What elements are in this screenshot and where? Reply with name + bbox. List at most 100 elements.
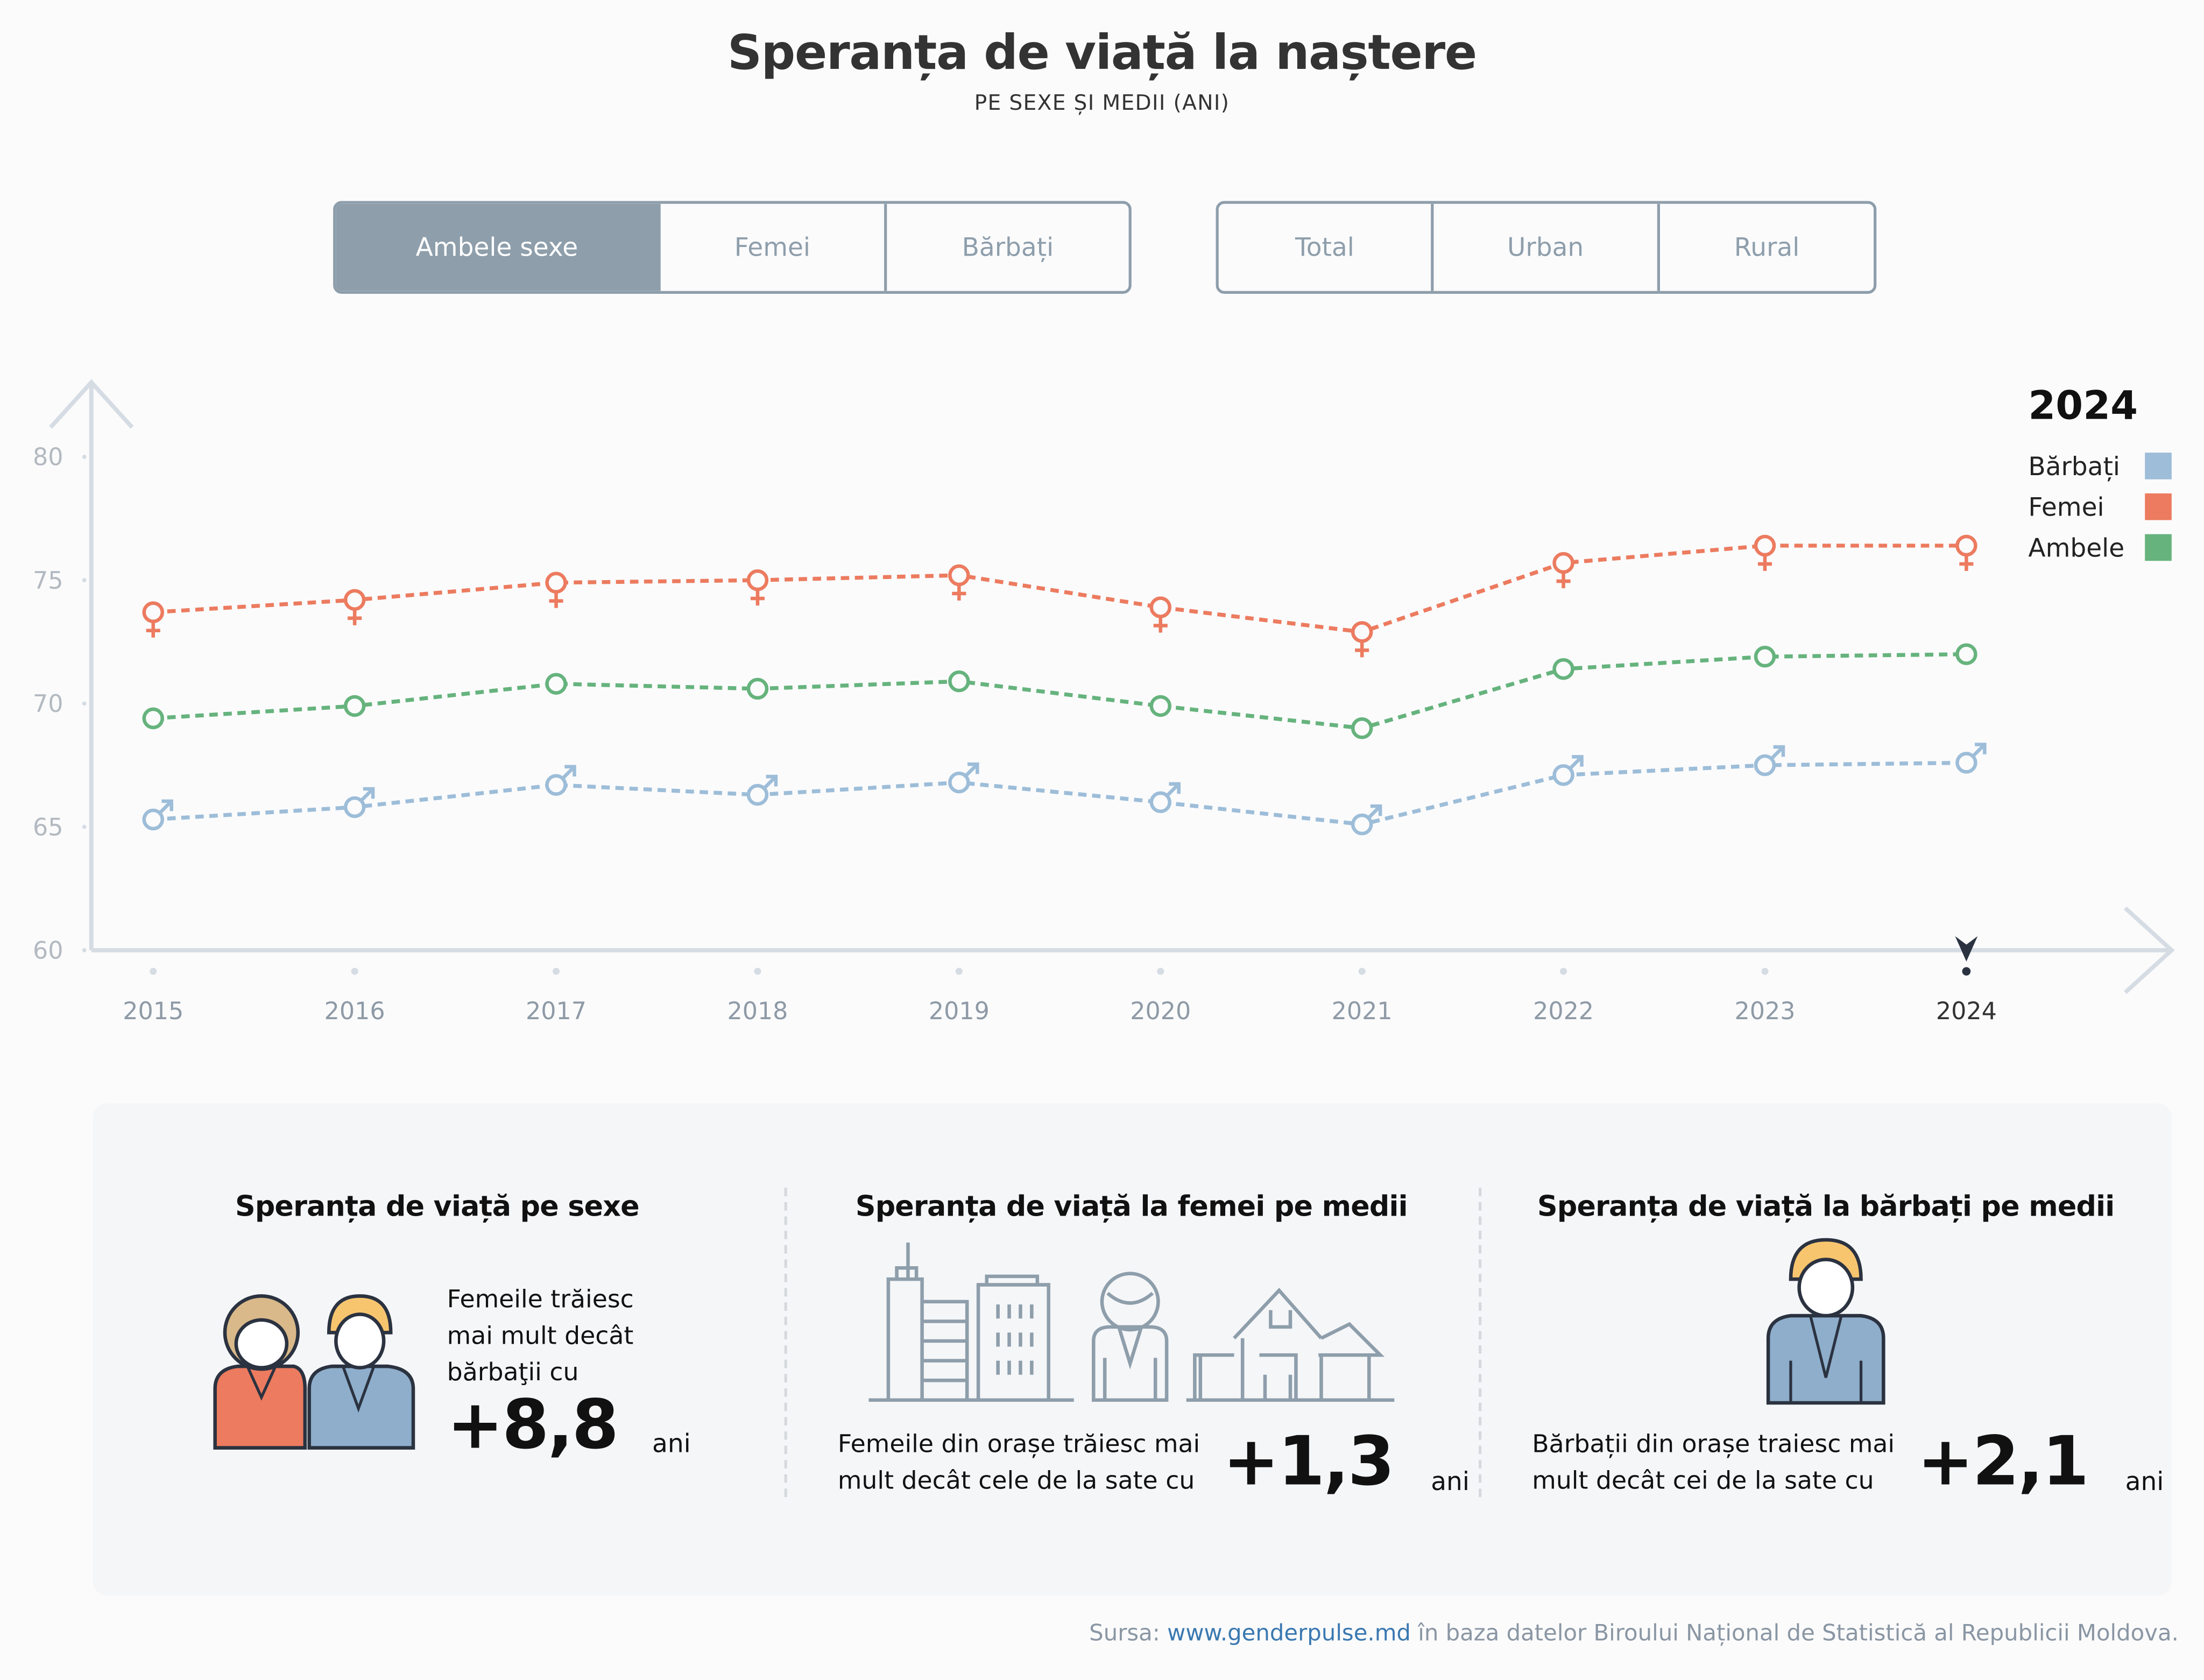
divider <box>1479 1188 1482 1497</box>
x-tick-label: 2016 <box>324 998 385 1025</box>
data-point <box>1149 791 1172 814</box>
data-point <box>1351 813 1373 836</box>
series-line <box>153 543 1967 634</box>
data-point <box>142 601 164 624</box>
text-line: mult decât cele de la sate cu <box>837 1467 1195 1496</box>
data-point <box>1149 695 1172 717</box>
data-point <box>343 695 366 717</box>
male-symbol-icon <box>965 762 979 777</box>
y-tick-label: 65 <box>33 814 63 841</box>
source-link[interactable]: www.genderpulse.md <box>1167 1619 1411 1646</box>
y-axis <box>49 379 134 950</box>
divider <box>784 1188 787 1497</box>
x-tick-label: 2018 <box>727 998 788 1025</box>
data-point <box>948 564 970 587</box>
y-tick-mark <box>82 948 87 952</box>
male-symbol-icon <box>159 799 173 814</box>
x-tick-label: 2015 <box>123 998 183 1025</box>
female-symbol-icon <box>1959 555 1974 571</box>
text-line: Femeile trăiesc <box>447 1286 634 1315</box>
legend-swatch-barbati[interactable] <box>2145 453 2172 479</box>
female-symbol-icon <box>146 622 160 638</box>
panel-unit: ani <box>1431 1467 1470 1497</box>
female-symbol-icon <box>1153 617 1168 633</box>
data-point <box>142 707 164 730</box>
female-symbol-icon <box>750 590 765 606</box>
data-point <box>1955 643 1977 665</box>
x-tick-label: 2017 <box>526 998 587 1025</box>
filter-total[interactable]: Total <box>1295 232 1354 263</box>
male-symbol-icon <box>1166 782 1181 797</box>
y-tick-label: 75 <box>33 567 63 595</box>
series-line <box>153 652 1967 730</box>
male-symbol-icon <box>763 774 778 789</box>
x-axis <box>91 906 2175 994</box>
source-suffix: în baza datelor Biroului Național de Sta… <box>1410 1619 2179 1646</box>
page-subtitle: PE SEXE ȘI MEDII (ANI) <box>974 90 1230 116</box>
data-point <box>1754 646 1776 668</box>
text-line: Femeile din orașe trăiesc mai <box>837 1431 1200 1459</box>
panel-value-femei-medii: +1,3 <box>1223 1422 1395 1501</box>
male-symbol-icon <box>562 765 576 779</box>
data-point <box>746 569 769 591</box>
text-line: bărbaţii cu <box>447 1359 579 1388</box>
x-tick-label: 2021 <box>1332 998 1393 1025</box>
x-tick-dot <box>1560 968 1567 975</box>
filter-rural[interactable]: Rural <box>1657 203 1874 291</box>
y-tick-label: 80 <box>33 444 63 471</box>
x-tick-label: 2022 <box>1533 998 1594 1025</box>
filter-urban[interactable]: Urban <box>1431 203 1657 291</box>
data-point <box>1149 596 1172 618</box>
couple-icon <box>213 1294 415 1450</box>
x-tick-dot <box>1761 968 1769 975</box>
y-tick-label: 70 <box>33 690 63 718</box>
x-tick-dot <box>351 968 358 975</box>
female-symbol-icon <box>1355 641 1369 658</box>
text-line: mult decât cei de la sate cu <box>1532 1467 1874 1496</box>
x-tick-dot <box>1157 968 1164 975</box>
y-tick-mark <box>82 578 87 583</box>
source-prefix: Sursa: <box>1089 1619 1168 1646</box>
data-point <box>1955 752 1977 774</box>
legend-swatch-femei[interactable] <box>2145 493 2172 520</box>
y-tick-mark <box>82 701 87 706</box>
city-village-icon <box>868 1243 1395 1402</box>
filter-femei[interactable]: Femei <box>658 203 885 291</box>
data-point <box>1955 534 1977 557</box>
x-tick-dot <box>1358 968 1366 975</box>
data-point <box>343 796 366 818</box>
filter-barbati[interactable]: Bărbați <box>884 203 1129 291</box>
male-symbol-icon <box>360 787 375 802</box>
legend-title: 2024 <box>2028 382 2138 429</box>
panel-text-sexe: Femeile trăiesc mai mult decât bărbaţii … <box>447 1282 634 1392</box>
x-tick-label: 2024 <box>1936 998 1997 1025</box>
x-tick-dot <box>150 968 157 975</box>
x-tick-dot <box>955 968 963 975</box>
panel-title-femei-medii: Speranța de viață la femei pe medii <box>855 1189 1408 1223</box>
data-point <box>1754 754 1776 777</box>
data-point <box>746 677 769 700</box>
x-tick-dot <box>754 968 761 975</box>
female-symbol-icon <box>1556 573 1571 589</box>
legend-swatch-ambele[interactable] <box>2145 534 2172 561</box>
line-chart: 60 65 70 75 80 2015 2016 2017 2018 2019 2020 2021 20… <box>33 379 2175 1025</box>
male-symbol-icon <box>1367 804 1382 819</box>
panel-text-femei-medii: Femeile din orașe trăiesc mai mult decât… <box>838 1427 1200 1500</box>
data-point <box>1552 764 1574 786</box>
male-symbol-icon <box>1569 755 1584 770</box>
data-point <box>1351 717 1373 739</box>
text-line: mai mult decât <box>447 1323 634 1351</box>
data-point <box>1754 534 1776 557</box>
area-filter: Total Urban Rural <box>1216 201 1877 294</box>
female-symbol-icon <box>952 585 966 601</box>
series-ambele <box>142 643 1977 739</box>
series-line <box>153 760 1967 827</box>
female-symbol-icon <box>1757 555 1772 571</box>
data-point <box>1351 621 1373 643</box>
series-femei <box>142 534 1977 658</box>
data-point <box>545 774 567 796</box>
filter-ambele-sexe[interactable]: Ambele sexe <box>336 203 658 291</box>
panel-text-barbati-medii: Bărbații din orașe traiesc mai mult decâ… <box>1532 1427 1895 1500</box>
y-tick-label: 60 <box>33 937 63 965</box>
series-bărbați <box>142 743 1987 836</box>
